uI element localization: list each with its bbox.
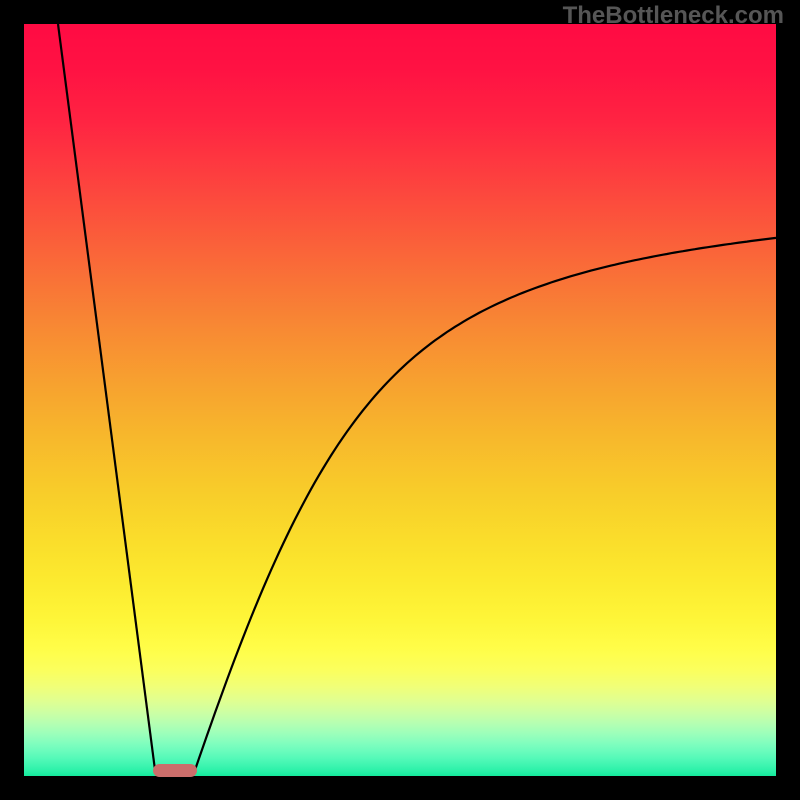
left-curve	[58, 24, 155, 770]
curves-layer	[0, 0, 800, 800]
minimum-marker	[153, 764, 197, 777]
watermark-text: TheBottleneck.com	[563, 2, 784, 30]
chart-container: TheBottleneck.com	[0, 0, 800, 800]
right-curve	[195, 238, 776, 770]
